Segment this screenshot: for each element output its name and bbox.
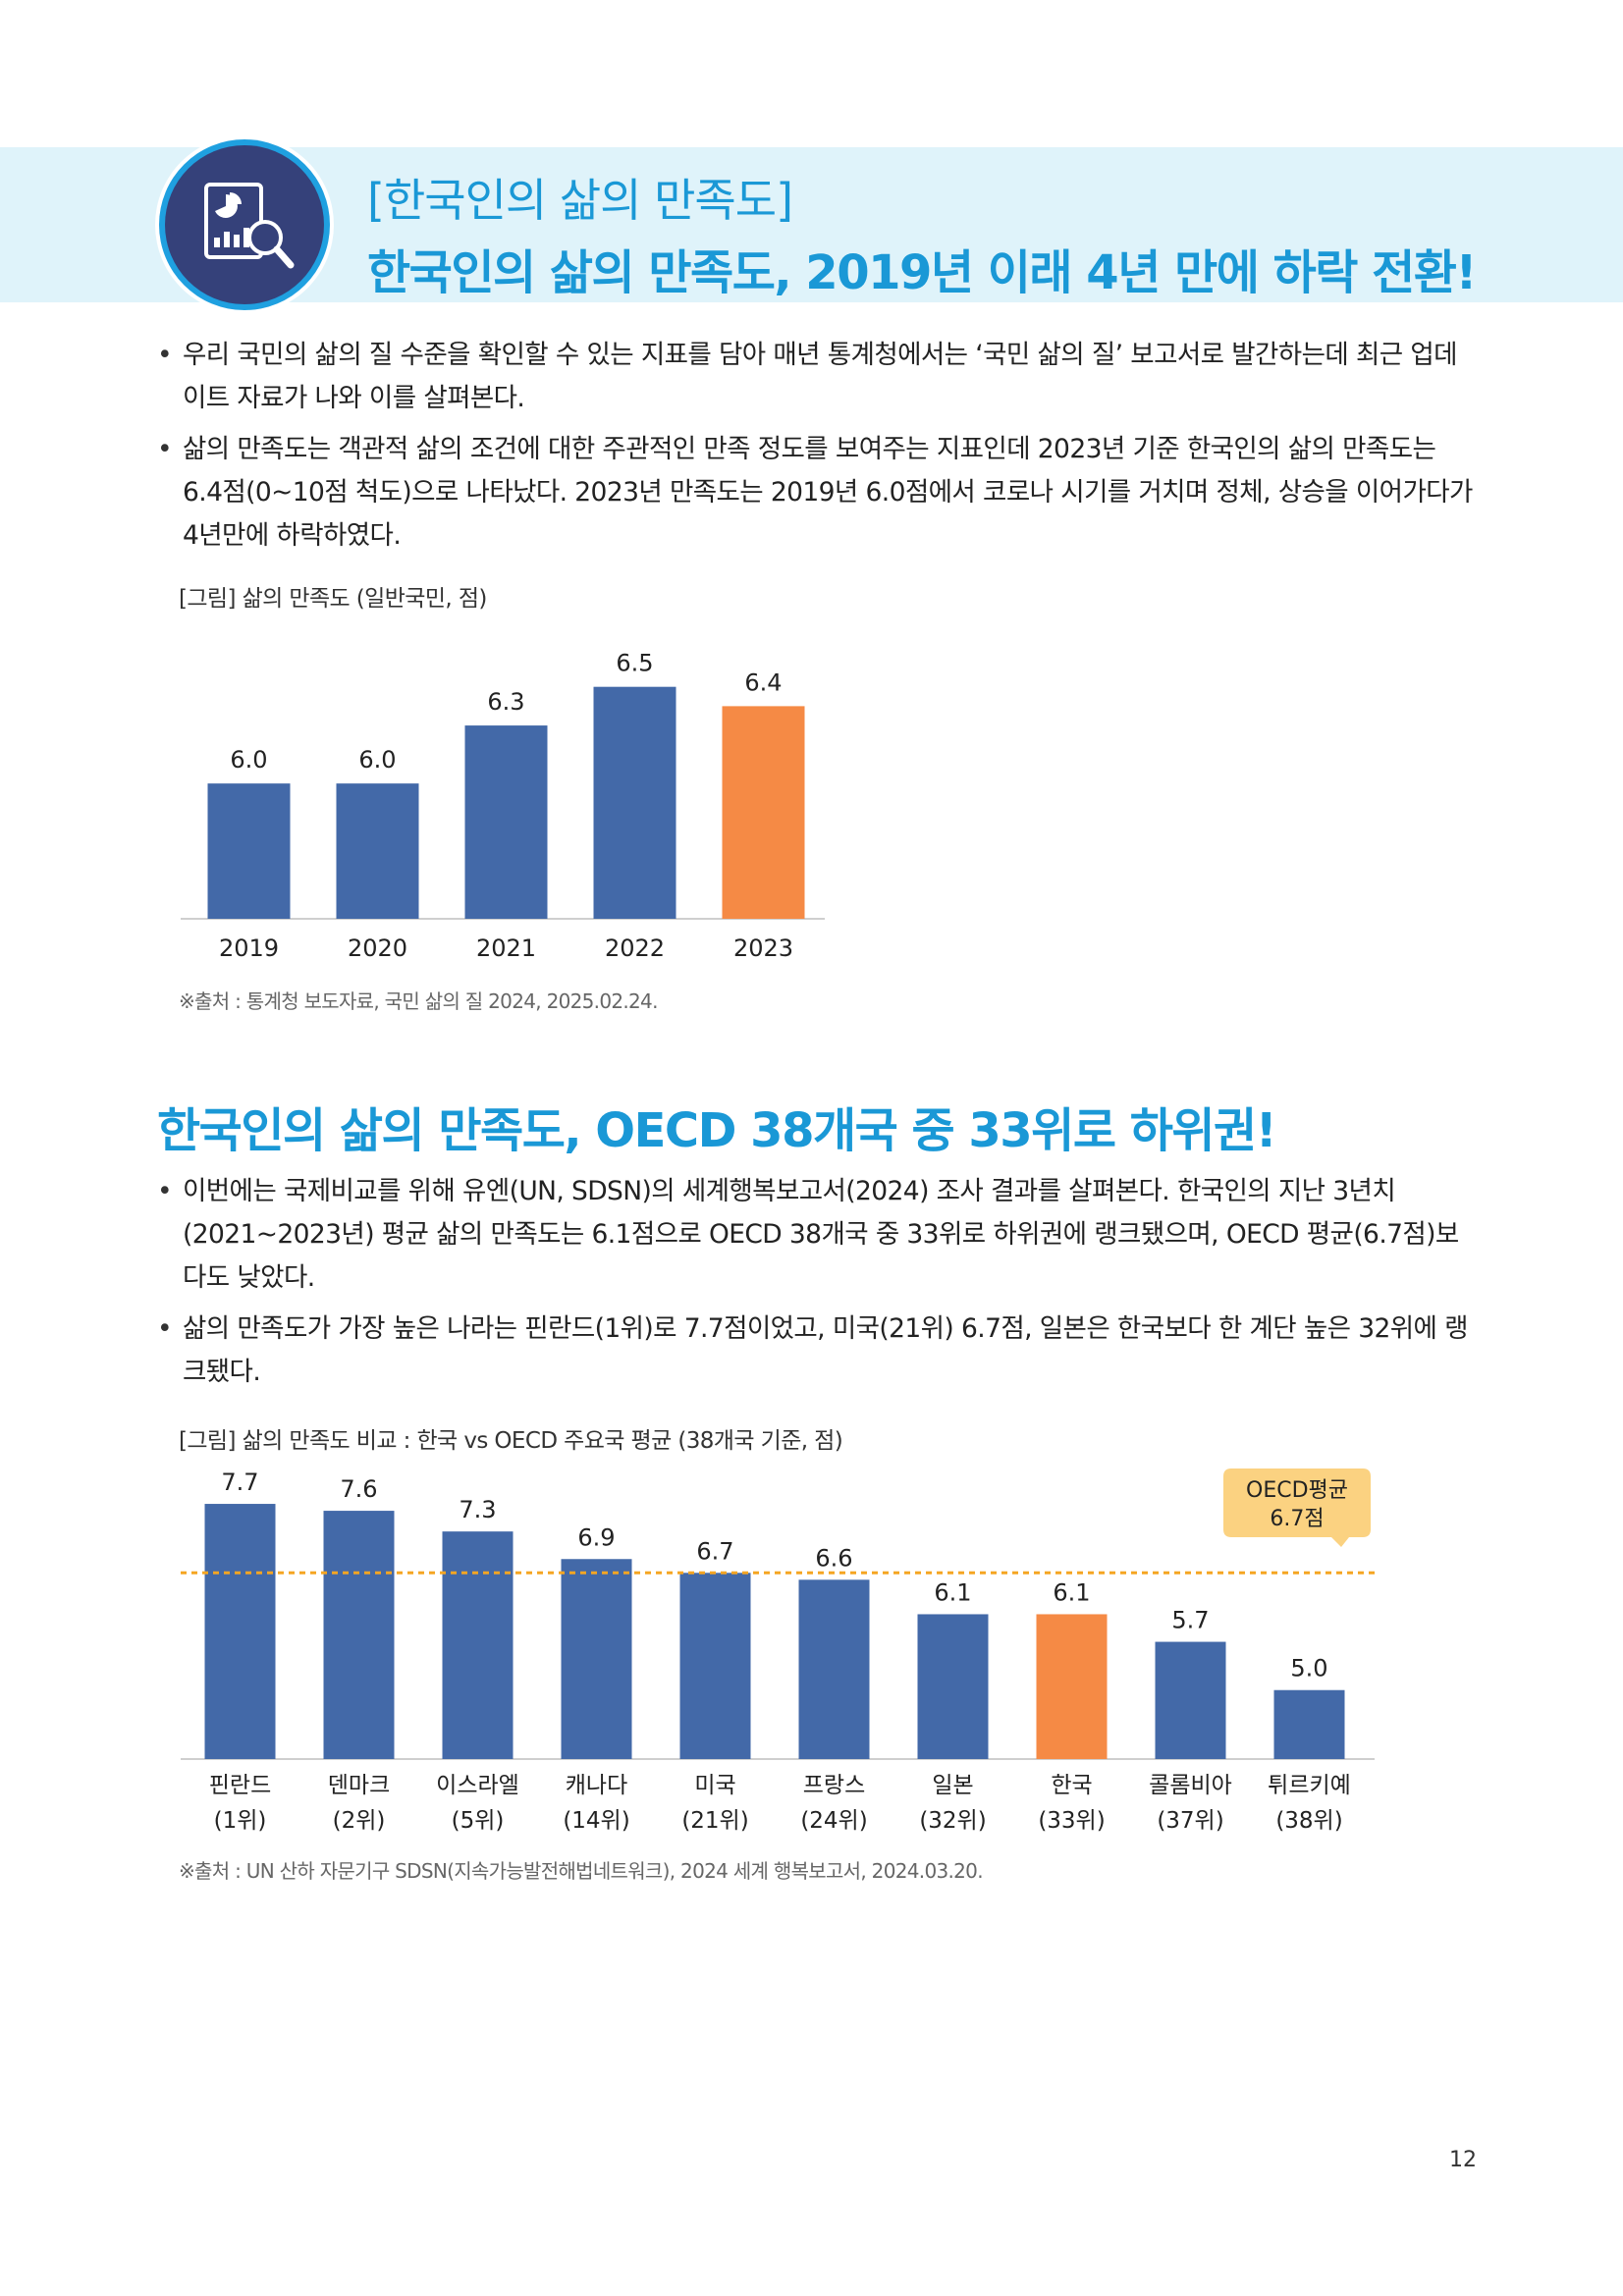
x-tick-label: 2019 bbox=[219, 934, 279, 962]
x-tick-label: 한국 bbox=[1051, 1773, 1092, 1798]
x-tick-label: 2023 bbox=[733, 934, 793, 962]
bar bbox=[1036, 1614, 1108, 1759]
section1-bullets: 우리 국민의 삶의 질 수준을 확인할 수 있는 지표를 담아 매년 통계청에서… bbox=[157, 334, 1473, 565]
bullet-item: 이번에는 국제비교를 위해 유엔(UN, SDSN)의 세계행복보고서(2024… bbox=[157, 1170, 1473, 1300]
bar bbox=[207, 783, 291, 919]
x-tick-label: 이스라엘 bbox=[436, 1773, 519, 1798]
x-tick-label: 2021 bbox=[476, 934, 536, 962]
report-analysis-icon bbox=[155, 135, 334, 314]
oecd-average-label: OECD평균 bbox=[1246, 1478, 1348, 1503]
x-tick-label: 2022 bbox=[605, 934, 665, 962]
x-tick-rank: (37위) bbox=[1157, 1808, 1223, 1834]
data-label: 6.4 bbox=[744, 668, 782, 696]
x-tick-label: 프랑스 bbox=[803, 1773, 865, 1798]
bar bbox=[1273, 1689, 1345, 1759]
figure1-source: ※출처 : 통계청 보도자료, 국민 삶의 질 2024, 2025.02.24… bbox=[179, 989, 658, 1013]
x-tick-label: 2020 bbox=[348, 934, 407, 962]
figure2-source: ※출처 : UN 산하 자문기구 SDSN(지속가능발전해법네트워크), 202… bbox=[179, 1859, 984, 1883]
x-tick-label: 캐나다 bbox=[566, 1773, 627, 1798]
bullet-item: 삶의 만족도가 가장 높은 나라는 핀란드(1위)로 7.7점이었고, 미국(2… bbox=[157, 1308, 1473, 1394]
section2-title: 한국인의 삶의 만족도, OECD 38개국 중 33위로 하위권! bbox=[157, 1103, 1277, 1158]
x-tick-rank: (14위) bbox=[563, 1808, 629, 1834]
bullet-item: 삶의 만족도는 객관적 삶의 조건에 대한 주관적인 만족 정도를 보여주는 지… bbox=[157, 428, 1473, 558]
bar bbox=[679, 1573, 751, 1759]
data-label: 6.0 bbox=[358, 746, 396, 774]
bar bbox=[464, 725, 548, 919]
section2-bullets: 이번에는 국제비교를 위해 유엔(UN, SDSN)의 세계행복보고서(2024… bbox=[157, 1170, 1473, 1402]
page-number: 12 bbox=[1449, 2148, 1477, 2172]
data-label: 6.0 bbox=[230, 746, 267, 774]
data-label: 6.1 bbox=[1053, 1578, 1090, 1606]
bar bbox=[204, 1504, 276, 1759]
data-label: 6.7 bbox=[696, 1537, 733, 1565]
bar bbox=[798, 1579, 870, 1759]
data-label: 5.7 bbox=[1171, 1607, 1209, 1634]
x-tick-rank: (33위) bbox=[1038, 1808, 1105, 1834]
bullet-item: 우리 국민의 삶의 질 수준을 확인할 수 있는 지표를 담아 매년 통계청에서… bbox=[157, 334, 1473, 420]
data-label: 6.9 bbox=[577, 1523, 615, 1551]
x-tick-rank: (5위) bbox=[452, 1808, 505, 1834]
oecd-average-callout bbox=[1223, 1468, 1371, 1547]
x-tick-label: 덴마크 bbox=[328, 1773, 390, 1798]
x-tick-rank: (21위) bbox=[681, 1808, 748, 1834]
x-tick-label: 핀란드 bbox=[209, 1773, 271, 1798]
data-label: 7.7 bbox=[221, 1468, 258, 1496]
bar bbox=[442, 1531, 514, 1759]
x-tick-rank: (38위) bbox=[1275, 1808, 1342, 1834]
data-label: 5.0 bbox=[1290, 1655, 1327, 1682]
figure2-caption: [그림] 삶의 만족도 비교 : 한국 vs OECD 주요국 평균 (38개국… bbox=[179, 1428, 843, 1454]
data-label: 6.1 bbox=[934, 1578, 971, 1606]
bar bbox=[1155, 1641, 1226, 1759]
data-label: 7.6 bbox=[340, 1475, 377, 1503]
chart-oecd-comparison: 7.7 핀란드 (1위) 7.6 덴마크 (2위) 7.3 이스라엘 (5위) 6.9 캐나다 (14… bbox=[181, 1468, 1375, 1834]
x-tick-label: 미국 bbox=[694, 1773, 735, 1798]
data-label: 6.3 bbox=[487, 688, 524, 716]
bar bbox=[561, 1559, 632, 1759]
x-tick-rank: (24위) bbox=[800, 1808, 867, 1834]
x-tick-label: 콜롬비아 bbox=[1149, 1773, 1232, 1798]
bar bbox=[336, 783, 419, 919]
chart-satisfaction-trend: 6.0 2019 6.0 2020 6.3 2021 6.5 2022 6.4 2023 bbox=[181, 650, 825, 962]
bar bbox=[323, 1511, 395, 1759]
data-label: 7.3 bbox=[459, 1496, 496, 1523]
x-tick-rank: (1위) bbox=[214, 1808, 267, 1834]
data-label: 6.6 bbox=[815, 1544, 852, 1572]
x-tick-rank: (2위) bbox=[333, 1808, 386, 1834]
x-tick-label: 일본 bbox=[932, 1773, 973, 1798]
header-kicker: [한국인의 삶의 만족도] bbox=[367, 174, 793, 227]
data-label: 6.5 bbox=[616, 650, 653, 677]
x-tick-label: 튀르키예 bbox=[1268, 1773, 1351, 1798]
bar bbox=[722, 706, 805, 919]
figure1-caption: [그림] 삶의 만족도 (일반국민, 점) bbox=[179, 586, 487, 612]
oecd-average-value: 6.7점 bbox=[1270, 1507, 1324, 1531]
bar bbox=[593, 686, 676, 919]
header-title: 한국인의 삶의 만족도, 2019년 이래 4년 만에 하락 전환! bbox=[367, 245, 1477, 300]
bar bbox=[917, 1614, 989, 1759]
x-tick-rank: (32위) bbox=[919, 1808, 986, 1834]
